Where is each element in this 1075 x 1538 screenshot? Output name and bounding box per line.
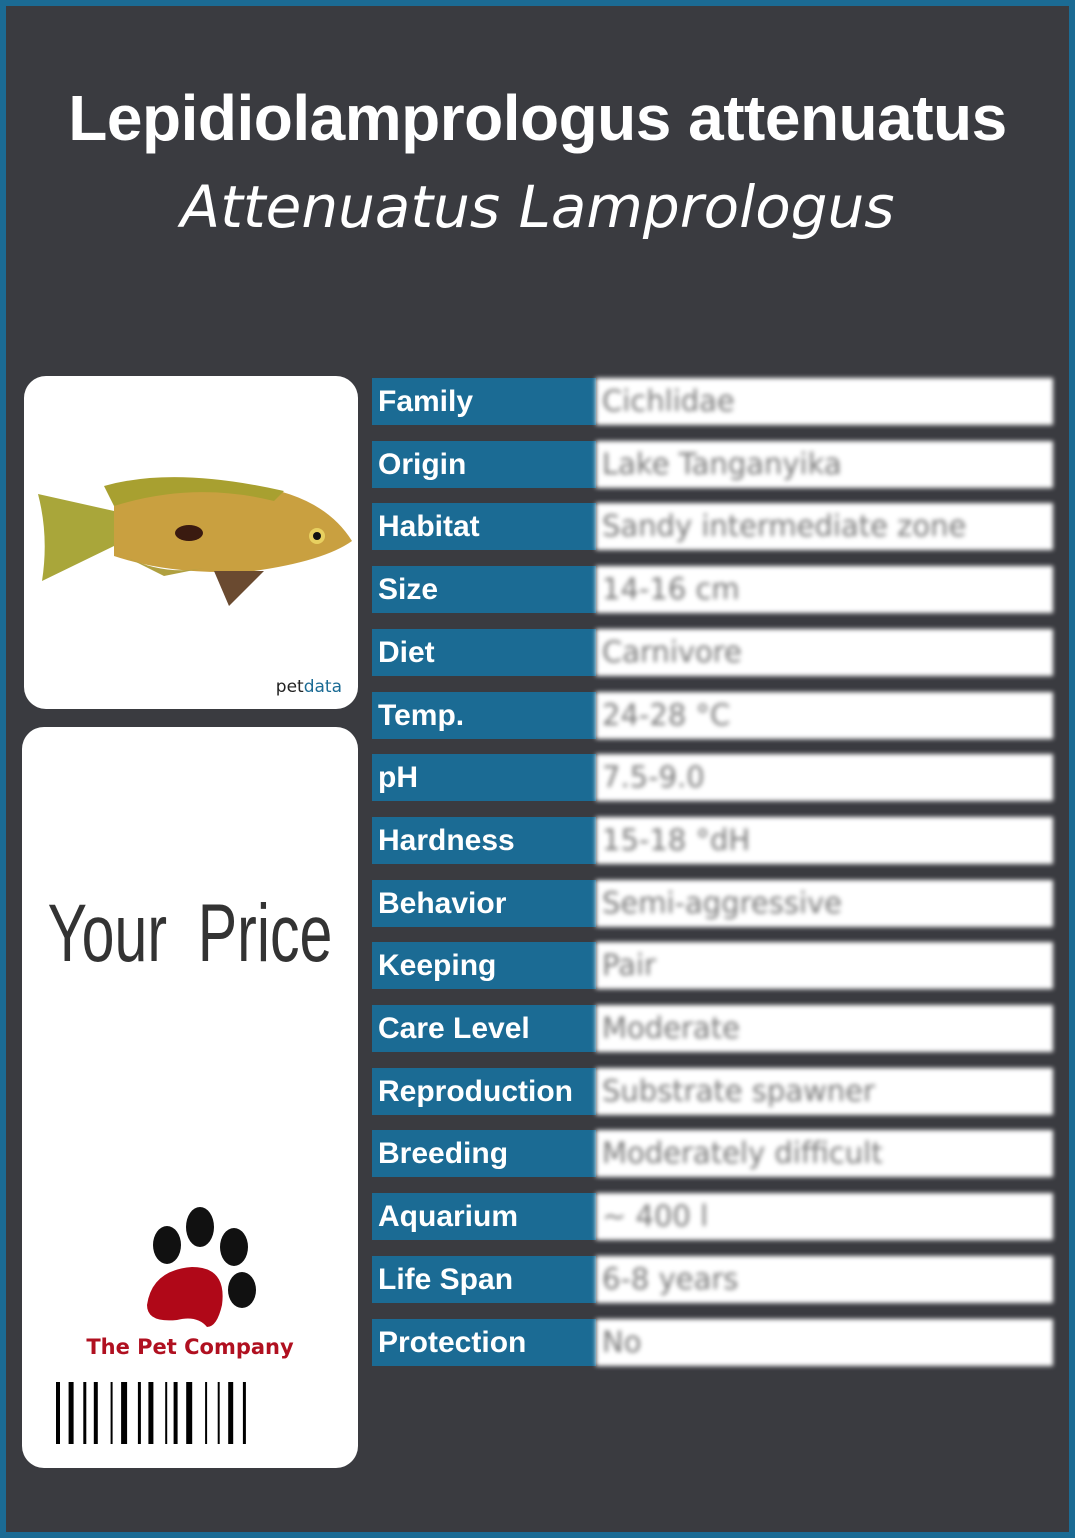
fact-row: Life Span 6-8 years	[372, 1255, 1053, 1303]
fact-row: pH 7.5-9.0	[372, 754, 1053, 802]
fact-row: Hardness 15-18 °dH	[372, 816, 1053, 864]
fact-label: Behavior	[372, 879, 596, 927]
fact-label: Habitat	[372, 503, 596, 551]
fact-label: Reproduction	[372, 1067, 596, 1115]
fact-row: Keeping Pair	[372, 942, 1053, 990]
fact-value: Semi-aggressive	[596, 879, 1053, 927]
barcode-bar	[186, 1382, 193, 1444]
fact-label: Keeping	[372, 942, 596, 990]
price-label: Your Price	[47, 888, 333, 979]
fact-label: Size	[372, 566, 596, 614]
fact-value: Moderate	[596, 1005, 1053, 1052]
barcode-bar	[83, 1382, 87, 1444]
barcode-bar	[121, 1382, 128, 1444]
fact-value: Substrate spawner	[596, 1067, 1053, 1115]
barcode-bar	[228, 1382, 234, 1444]
barcode-bar	[165, 1382, 168, 1444]
fact-row: Breeding Moderately difficult	[372, 1130, 1053, 1178]
barcode-bar	[110, 1382, 113, 1444]
fact-label: Care Level	[372, 1005, 596, 1052]
fact-label: Origin	[372, 440, 596, 488]
fact-label: Hardness	[372, 816, 596, 864]
fact-label: Family	[372, 378, 596, 425]
fact-value: Moderately difficult	[596, 1130, 1053, 1178]
fact-value: Pair	[596, 942, 1053, 990]
fact-row: Diet Carnivore	[372, 628, 1053, 676]
fact-label: Protection	[372, 1318, 596, 1366]
barcode-bar	[93, 1382, 98, 1444]
fact-row: Protection No	[372, 1318, 1053, 1366]
fact-value: Sandy intermediate zone	[596, 503, 1053, 551]
fact-label: Temp.	[372, 691, 596, 739]
fact-row: Size 14-16 cm	[372, 566, 1053, 614]
fact-row: Behavior Semi-aggressive	[372, 879, 1053, 927]
fact-label: Life Span	[372, 1255, 596, 1303]
barcode	[56, 1382, 246, 1444]
barcode-bar	[173, 1382, 178, 1444]
fact-label: Diet	[372, 628, 596, 676]
fact-row: Reproduction Substrate spawner	[372, 1067, 1053, 1115]
fact-value: No	[596, 1318, 1053, 1366]
scientific-name: Lepidiolamprologus attenuatus	[68, 82, 1007, 154]
barcode-bar	[68, 1382, 74, 1444]
barcode-bar	[205, 1382, 208, 1444]
fact-value: 7.5-9.0	[596, 754, 1053, 802]
fact-row: Habitat Sandy intermediate zone	[372, 503, 1053, 551]
barcode-bar	[217, 1382, 220, 1444]
fact-row: Aquarium ~ 400 l	[372, 1193, 1053, 1241]
fact-value: Lake Tanganyika	[596, 440, 1053, 488]
company-name: The Pet Company	[86, 1335, 294, 1359]
fact-row: Origin Lake Tanganyika	[372, 440, 1053, 488]
fact-label: Aquarium	[372, 1193, 596, 1241]
fact-value: Carnivore	[596, 628, 1053, 676]
barcode-bar	[148, 1382, 154, 1444]
petdata-logo: petdata	[275, 677, 342, 697]
barcode-bar	[137, 1382, 141, 1444]
fact-row: Care Level Moderate	[372, 1005, 1053, 1052]
fish-image	[38, 477, 352, 606]
fact-label: pH	[372, 754, 596, 802]
fact-value: 6-8 years	[596, 1255, 1053, 1303]
barcode-bar	[56, 1382, 60, 1444]
fact-value: ~ 400 l	[596, 1193, 1053, 1241]
price-card: Your Price The Pet Company	[22, 727, 358, 1468]
fact-value: 15-18 °dH	[596, 816, 1053, 864]
common-name: Attenuatus Lamprologus	[180, 173, 895, 241]
fact-row: Temp. 24-28 °C	[372, 691, 1053, 739]
barcode-bar	[242, 1382, 246, 1444]
paw-logo-icon	[147, 1207, 256, 1327]
fish-image-card: petdata	[24, 376, 358, 709]
fact-value: Cichlidae	[596, 378, 1053, 425]
fact-value: 24-28 °C	[596, 691, 1053, 739]
fact-value: 14-16 cm	[596, 566, 1053, 614]
fact-label: Breeding	[372, 1130, 596, 1178]
fact-row: Family Cichlidae	[372, 378, 1053, 425]
